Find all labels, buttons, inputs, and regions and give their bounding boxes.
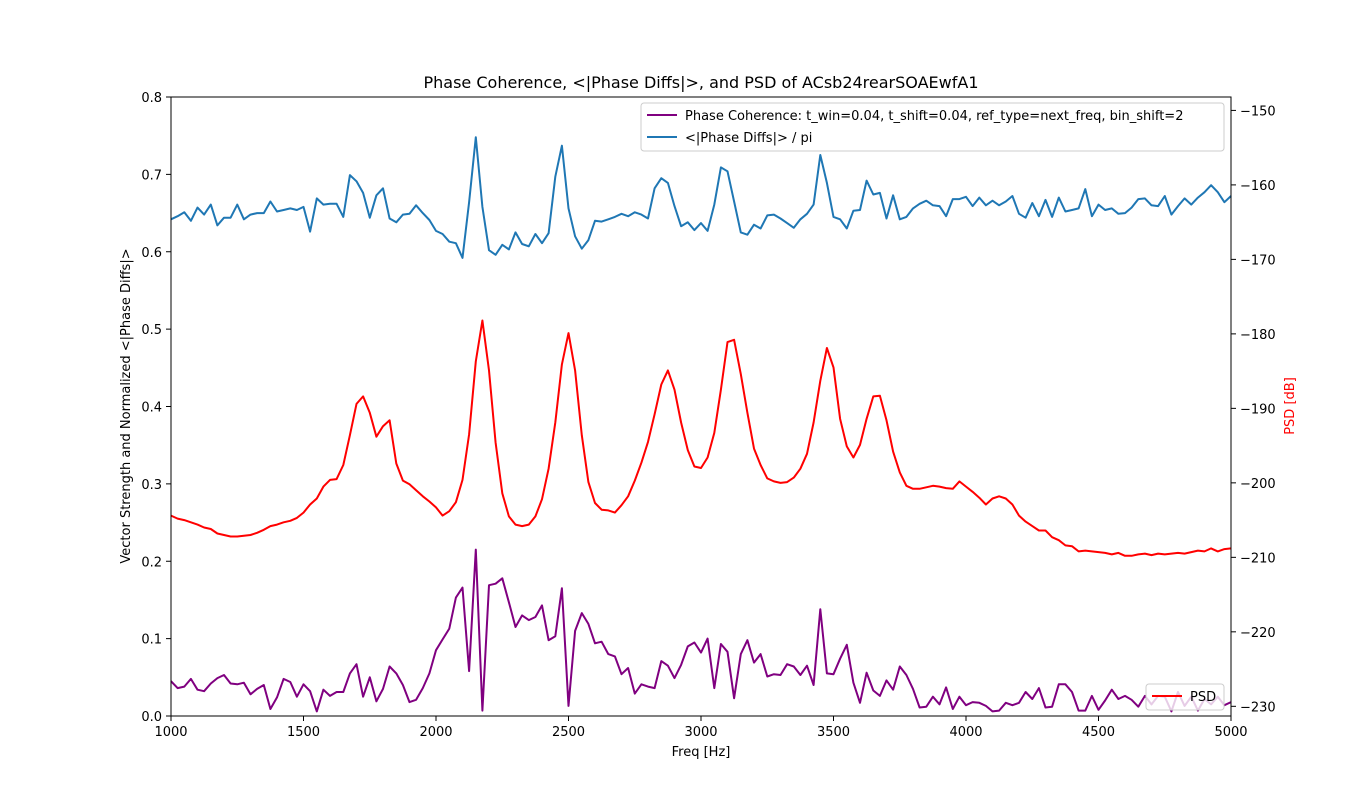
y-tick-label: 0.1 [141, 633, 162, 648]
legend-coherence-label: Phase Coherence: t_win=0.04, t_shift=0.0… [685, 109, 1183, 124]
x-tick-label: 2000 [419, 725, 452, 740]
x-axis-label: Freq [Hz] [672, 745, 731, 760]
legend-top-right: Phase Coherence: t_win=0.04, t_shift=0.0… [640, 102, 1225, 152]
y-tick-label: 0.4 [141, 401, 162, 416]
y-axis-right: −230 −220 −210 −200 −190 −180 −170 −160 −150 [1231, 104, 1276, 715]
y-tick-label: 0.6 [141, 246, 162, 261]
x-tick-label: 3500 [817, 725, 850, 740]
series-line-phase-diffs [170, 136, 1232, 259]
y-axis-left-label: Vector Strength and Normalized <|Phase D… [119, 248, 134, 563]
y-axis-right-label: PSD [dB] [1283, 377, 1298, 435]
y2-tick-label: −190 [1240, 402, 1276, 417]
y-tick-label: 0.3 [141, 478, 162, 493]
x-axis: 1000 1500 2000 2500 3000 3500 4000 4500 5000 [154, 716, 1248, 740]
y-tick-label: 0.8 [141, 91, 162, 106]
y-tick-label: 0.0 [141, 710, 162, 725]
legend-top-right-box [640, 102, 1225, 152]
y2-tick-label: −230 [1240, 700, 1276, 715]
legend-bottom-right-box [1145, 683, 1225, 711]
plot-area [170, 96, 1232, 717]
y-tick-label: 0.2 [141, 555, 162, 570]
legend-phase-diffs-label: <|Phase Diffs|> / pi [685, 131, 812, 146]
x-tick-label: 3000 [684, 725, 717, 740]
legend-bottom-right: PSD [1145, 683, 1225, 711]
x-tick-label: 2500 [552, 725, 585, 740]
y2-tick-label: −150 [1240, 104, 1276, 119]
series-line-phase-coherence [170, 548, 1232, 713]
legend-psd-label: PSD [1190, 690, 1216, 705]
series-lines [170, 136, 1232, 713]
x-tick-label: 4500 [1082, 725, 1115, 740]
axes-frame [170, 96, 1232, 717]
y2-tick-label: −220 [1240, 626, 1276, 641]
x-tick-label: 1500 [287, 725, 320, 740]
x-tick-label: 1000 [154, 725, 187, 740]
y-tick-label: 0.5 [141, 323, 162, 338]
y2-tick-label: −200 [1240, 477, 1276, 492]
y-tick-label: 0.7 [141, 168, 162, 183]
y-axis-left: 0.0 0.1 0.2 0.3 0.4 0.5 0.6 0.7 0.8 [141, 91, 171, 725]
y2-tick-label: −180 [1240, 328, 1276, 343]
y2-tick-label: −170 [1240, 253, 1276, 268]
y2-tick-label: −160 [1240, 179, 1276, 194]
x-tick-label: 4000 [949, 725, 982, 740]
x-tick-label: 5000 [1214, 725, 1247, 740]
y2-tick-label: −210 [1240, 551, 1276, 566]
chart-title: Phase Coherence, <|Phase Diffs|>, and PS… [424, 73, 979, 92]
series-line-psd [170, 319, 1232, 557]
